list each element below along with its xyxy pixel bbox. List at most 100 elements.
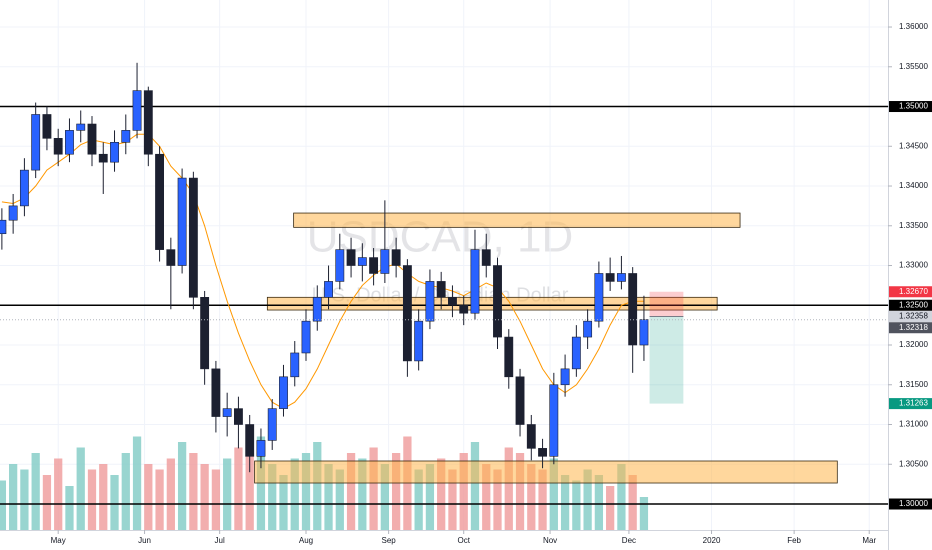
candle-body	[188, 177, 198, 298]
candle-body	[143, 90, 153, 155]
candle-body	[110, 141, 119, 163]
volume-bar	[639, 497, 649, 530]
candle-body	[177, 177, 187, 266]
y-tick-label: 1.31500	[899, 380, 928, 389]
level-label: 1.30000	[899, 499, 928, 508]
candle-body	[436, 281, 446, 298]
volume-bar	[20, 469, 29, 530]
volume-bar	[515, 453, 525, 530]
last-price-label-box	[889, 322, 932, 334]
x-tick-label: Aug	[299, 536, 313, 545]
volume-bar	[200, 464, 209, 530]
candle-body	[200, 297, 210, 370]
volume-bar	[470, 442, 480, 530]
level-label: 1.32500	[899, 300, 928, 309]
volume-bar	[42, 475, 52, 530]
volume-bar	[391, 453, 401, 530]
candle-body	[335, 249, 345, 282]
candle-body	[76, 123, 86, 131]
candle-body	[233, 408, 243, 425]
volume-bar	[9, 464, 18, 530]
moving-average	[1, 133, 644, 410]
volume-bar	[369, 447, 378, 530]
x-tick-label: May	[51, 536, 66, 545]
volume-bar	[324, 464, 333, 530]
stop-label-box	[889, 286, 932, 298]
x-tick-label: 2020	[703, 536, 721, 545]
y-tick-label: 1.34500	[899, 141, 928, 150]
volume-bar	[617, 464, 626, 530]
x-tick-label: Mar	[862, 536, 876, 545]
candle-body	[98, 153, 108, 163]
candle-body	[290, 352, 300, 378]
y-tick-label: 1.36000	[899, 22, 928, 31]
volume-bar	[290, 458, 299, 530]
volume-bar	[380, 464, 389, 530]
candle-body	[42, 114, 52, 139]
zone	[293, 212, 741, 228]
candle-body	[121, 130, 131, 143]
candle-body	[324, 281, 333, 298]
volume-bar	[628, 475, 637, 530]
candle-body	[583, 320, 593, 338]
candle-body	[571, 336, 581, 370]
volume-bar	[189, 453, 198, 530]
y-tick-label: 1.31000	[899, 420, 928, 429]
volume-bar	[166, 458, 175, 530]
x-tick-label: Sep	[382, 536, 397, 545]
volume-bar	[0, 480, 7, 530]
volume-bar	[414, 469, 423, 530]
y-tick-label: 1.35500	[899, 62, 928, 71]
target-label-box	[889, 398, 932, 410]
last-price-label: 1.32318	[899, 323, 928, 332]
candle-body	[639, 319, 649, 346]
candle-body	[132, 90, 142, 131]
level-label-box	[889, 299, 932, 311]
candle-body	[53, 138, 63, 155]
volume-bar	[482, 464, 491, 530]
volume-bar	[279, 475, 288, 530]
volume-bar	[437, 458, 446, 530]
volume-bar	[234, 447, 243, 530]
candle-body	[211, 368, 221, 417]
candle-body	[628, 273, 638, 346]
volume-bar	[459, 453, 468, 530]
y-tick-label: 1.30500	[899, 459, 928, 468]
candle-body	[267, 408, 277, 441]
volume-bar	[54, 458, 63, 530]
entry-label: 1.32358	[899, 312, 928, 321]
volume-bar	[425, 464, 435, 530]
candle-body	[87, 123, 97, 155]
volume-bar	[76, 447, 85, 530]
stop-zone	[649, 291, 684, 317]
candle-body	[380, 249, 390, 274]
volume-bar	[572, 480, 581, 530]
candle-body	[279, 376, 288, 409]
candle-body	[301, 320, 311, 354]
volume-bar	[31, 453, 40, 530]
candle-body	[425, 281, 435, 322]
volume-bar	[527, 464, 536, 530]
candle-body	[515, 376, 525, 425]
y-tick-label: 1.34000	[899, 181, 928, 190]
candle-body	[256, 440, 266, 457]
volume-bar	[493, 469, 502, 530]
candle-body	[0, 219, 7, 235]
candle-body	[526, 424, 536, 449]
candle-body	[222, 408, 232, 417]
level-label: 1.35000	[899, 102, 928, 111]
entry-label-box	[889, 311, 932, 323]
volume-bar	[144, 464, 153, 530]
candle-body	[504, 336, 514, 378]
volume-bar	[549, 458, 558, 530]
candle-body	[166, 249, 176, 266]
candle-body	[369, 257, 379, 274]
volume-bar	[121, 453, 130, 530]
volume-bar	[538, 469, 547, 530]
x-tick-label: Dec	[622, 536, 636, 545]
volume-bar	[132, 436, 142, 530]
volume-bar	[335, 469, 344, 530]
volume-bar	[99, 464, 108, 530]
volume-bar	[560, 475, 570, 530]
